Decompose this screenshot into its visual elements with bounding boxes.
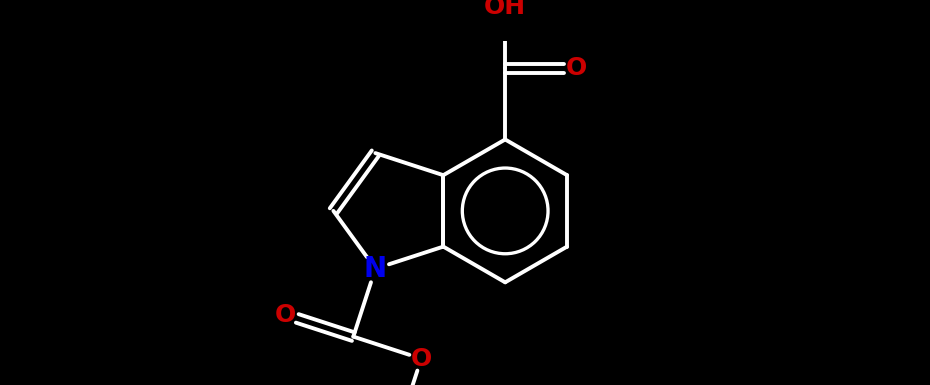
Text: N: N: [364, 255, 387, 283]
Text: O: O: [566, 56, 587, 80]
Text: O: O: [274, 303, 296, 326]
Text: O: O: [411, 346, 432, 371]
Text: OH: OH: [485, 0, 526, 19]
